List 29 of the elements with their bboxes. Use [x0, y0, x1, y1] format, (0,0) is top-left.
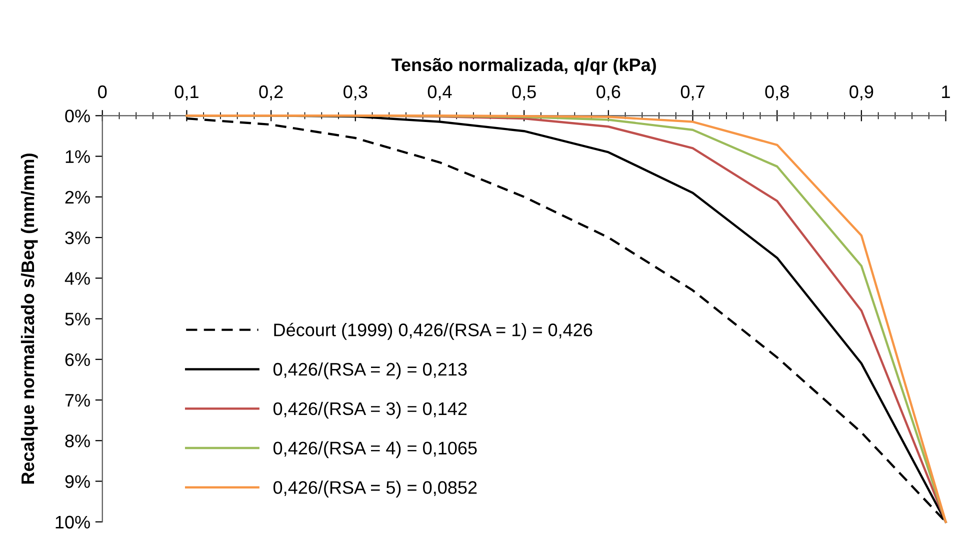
y-axis-title: Recalque normalizado s/Beq (mm/mm)	[20, 154, 38, 484]
y-tick-label: 2%	[65, 190, 90, 204]
y-tick-label: 3%	[65, 231, 90, 244]
legend-label: 0,426/(RSA = 5) = 0,0852	[273, 480, 477, 498]
legend-label: 0,426/(RSA = 2) = 0,213	[273, 362, 467, 380]
legend-label: Décourt (1999) 0,426/(RSA = 1) = 0,426	[274, 322, 592, 340]
y-tick-label: 10%	[56, 516, 90, 529]
x-tick-label: 0,7	[680, 85, 704, 100]
legend-label: 0,426/(RSA = 3) = 0,142	[273, 402, 467, 419]
y-tick-label: 9%	[65, 475, 90, 488]
y-tick-label: 7%	[65, 394, 90, 407]
x-tick-label: 0,3	[344, 85, 368, 100]
y-tick-label: 0%	[65, 110, 90, 122]
x-tick-label: 1	[942, 86, 950, 98]
y-tick-label: 4%	[64, 272, 90, 285]
legend-label: 0,426/(RSA = 4) = 0,1065	[273, 441, 477, 458]
x-tick-label: 0,2	[259, 85, 283, 100]
x-tick-label: 0,1	[174, 85, 198, 100]
y-tick-label: 5%	[65, 312, 90, 326]
y-tick-label: 1%	[66, 150, 90, 163]
x-tick-label: 0,6	[596, 85, 620, 100]
x-axis-title: Tensão normalizada, q/qr (kPa)	[392, 58, 656, 75]
x-tick-label: 0	[98, 85, 107, 98]
x-tick-label: 0,9	[850, 85, 874, 100]
y-tick-label: 8%	[65, 434, 90, 448]
x-tick-label: 0,8	[765, 85, 789, 100]
y-tick-label: 6%	[65, 353, 90, 366]
x-tick-label: 0,4	[428, 85, 452, 100]
x-tick-label: 0,5	[512, 85, 536, 100]
